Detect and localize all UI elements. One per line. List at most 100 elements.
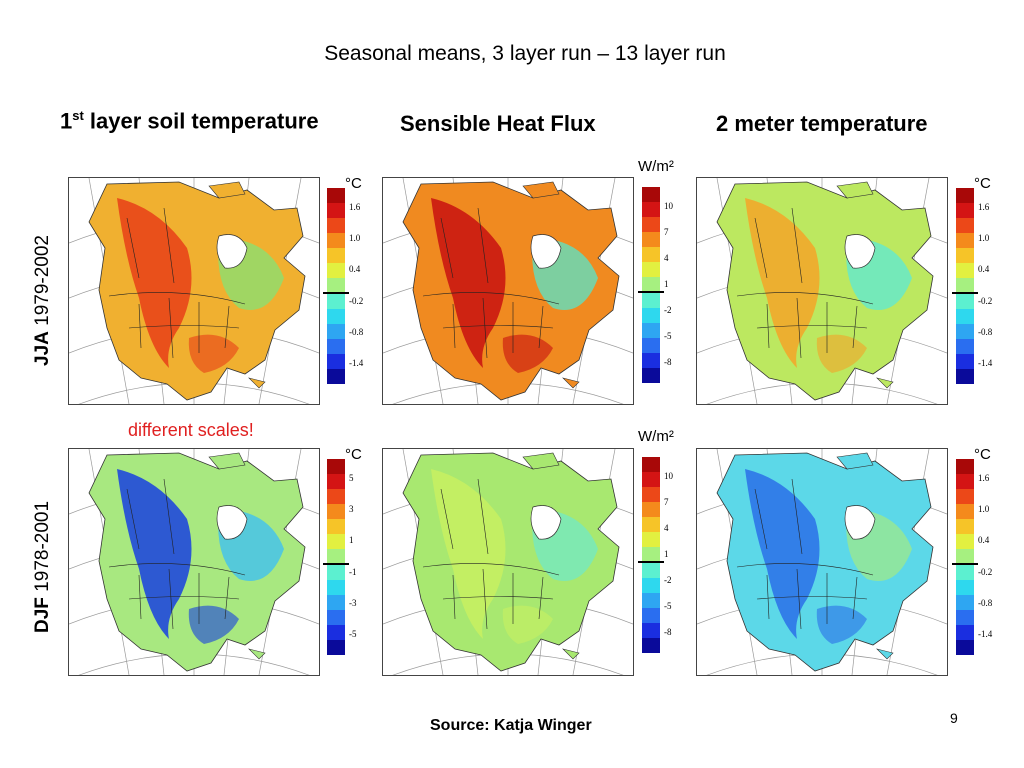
hudson-bay [844, 234, 876, 269]
political-borders [736, 478, 874, 630]
colorbar-swatch [327, 624, 345, 640]
colorbar-tick-label: -1 [349, 566, 357, 577]
colorbar-swatch [327, 203, 345, 219]
colorbar-swatch [956, 293, 974, 309]
colorbar-tick-label: 0.4 [978, 264, 990, 275]
colorbar-swatch [327, 549, 345, 565]
political-borders [108, 478, 246, 630]
colorbar-swatch [642, 532, 660, 548]
colorbar-swatch [327, 474, 345, 490]
colorbar-swatch [642, 307, 660, 323]
colorbar-swatch [956, 263, 974, 279]
djf-sensible-heat-map [382, 448, 634, 676]
colorbar-swatch [642, 637, 660, 653]
colorbar-swatch [642, 502, 660, 518]
colorbar-swatch [642, 577, 660, 593]
colorbar-swatch [956, 338, 974, 354]
colorbar-tick-label: 7 [664, 227, 669, 237]
colorbar-unit: °C [974, 446, 991, 463]
colorbar-zero-line [952, 562, 978, 565]
hudson-bay [216, 505, 248, 540]
hudson-bay [216, 234, 248, 269]
colorbar-swatch [956, 504, 974, 520]
colorbar-swatch [956, 489, 974, 505]
colorbar-swatch [327, 579, 345, 595]
colorbar-swatch [642, 232, 660, 248]
colorbar-swatch [327, 323, 345, 339]
colorbar-tick-label: 1 [664, 279, 669, 289]
colorbar-swatch [642, 367, 660, 383]
column-heading-2m-temperature: 2 meter temperature [716, 111, 928, 136]
colorbar-swatch [642, 547, 660, 563]
colorbar-tick-label: 0.4 [978, 535, 990, 546]
colorbar-swatch [642, 202, 660, 218]
colorbar-swatch [327, 609, 345, 625]
colorbar-zero-line [638, 560, 664, 563]
colorbar-tick-label: -1.4 [349, 358, 364, 368]
page-number: 9 [950, 710, 958, 726]
colorbar-swatch [956, 308, 974, 324]
colorbar-tick-label: 7 [664, 497, 669, 507]
colorbar-unit: W/m² [638, 158, 674, 175]
colorbar-swatch [327, 233, 345, 249]
colorbar-zero-line [323, 291, 349, 294]
colorbar-swatch [956, 534, 974, 550]
jja-soil-temperature-map [68, 177, 320, 405]
colorbar-gradient [327, 459, 345, 655]
colorbar-tick-label: -0.2 [349, 295, 364, 306]
colorbar-swatch [327, 308, 345, 324]
colorbar-swatch [956, 459, 974, 475]
row-label-jja: JJA 1979-2002 [32, 234, 53, 366]
anomaly-patch [816, 605, 867, 644]
jja-sensible-heat-map [382, 177, 634, 405]
colorbar-swatch [327, 263, 345, 279]
colorbar-swatch [642, 352, 660, 368]
colorbar-swatch [642, 217, 660, 233]
colorbar-swatch [642, 592, 660, 608]
anomaly-patch [816, 334, 867, 373]
colorbar-swatch [327, 504, 345, 520]
colorbar-swatch [327, 639, 345, 655]
colorbar-swatch [956, 519, 974, 535]
land-mass [88, 181, 306, 401]
colorbar-tick-label: -2 [664, 305, 672, 315]
land-mass [402, 452, 620, 672]
colorbar-tick-label: -8 [664, 627, 672, 637]
colorbar-tick-label: 1.0 [978, 504, 990, 515]
colorbar-swatch [642, 622, 660, 638]
colorbar-tick-label: 10 [664, 471, 673, 481]
colorbar-tick-label: -5 [664, 331, 672, 341]
colorbar-swatch [642, 607, 660, 623]
land-mass [402, 181, 620, 401]
colorbar-swatch [327, 368, 345, 384]
colorbar-swatch [327, 188, 345, 204]
colorbar-swatch [327, 338, 345, 354]
political-borders [422, 478, 560, 630]
colorbar-swatch [642, 187, 660, 203]
islands [522, 181, 580, 389]
colorbar-swatch [327, 489, 345, 505]
political-borders [736, 207, 874, 359]
colorbar-swatch [956, 609, 974, 625]
land-mass [716, 452, 934, 672]
slide-title: Seasonal means, 3 layer run – 13 layer r… [324, 42, 726, 65]
anomaly-patch [502, 334, 553, 373]
colorbar-tick-label: -0.2 [978, 566, 993, 577]
djf-2m-temperature-map [696, 448, 948, 676]
colorbar-zero-line [952, 291, 978, 294]
colorbar-swatch [956, 278, 974, 294]
colorbar-tick-label: -0.8 [978, 326, 993, 337]
land-mass [88, 452, 306, 672]
colorbar-gradient [642, 187, 660, 383]
colorbar-swatch [956, 218, 974, 234]
colorbar-tick-label: 1.6 [978, 473, 990, 483]
land-mass [716, 181, 934, 401]
colorbar-swatch [642, 457, 660, 473]
colorbar-swatch [642, 277, 660, 293]
colorbar-swatch [327, 594, 345, 610]
colorbar-swatch [956, 323, 974, 339]
colorbar-swatch [327, 218, 345, 234]
colorbar-tick-label: 1.0 [349, 233, 361, 244]
djf-soil-temperature-map [68, 448, 320, 676]
colorbar-tick-label: -8 [664, 357, 672, 367]
